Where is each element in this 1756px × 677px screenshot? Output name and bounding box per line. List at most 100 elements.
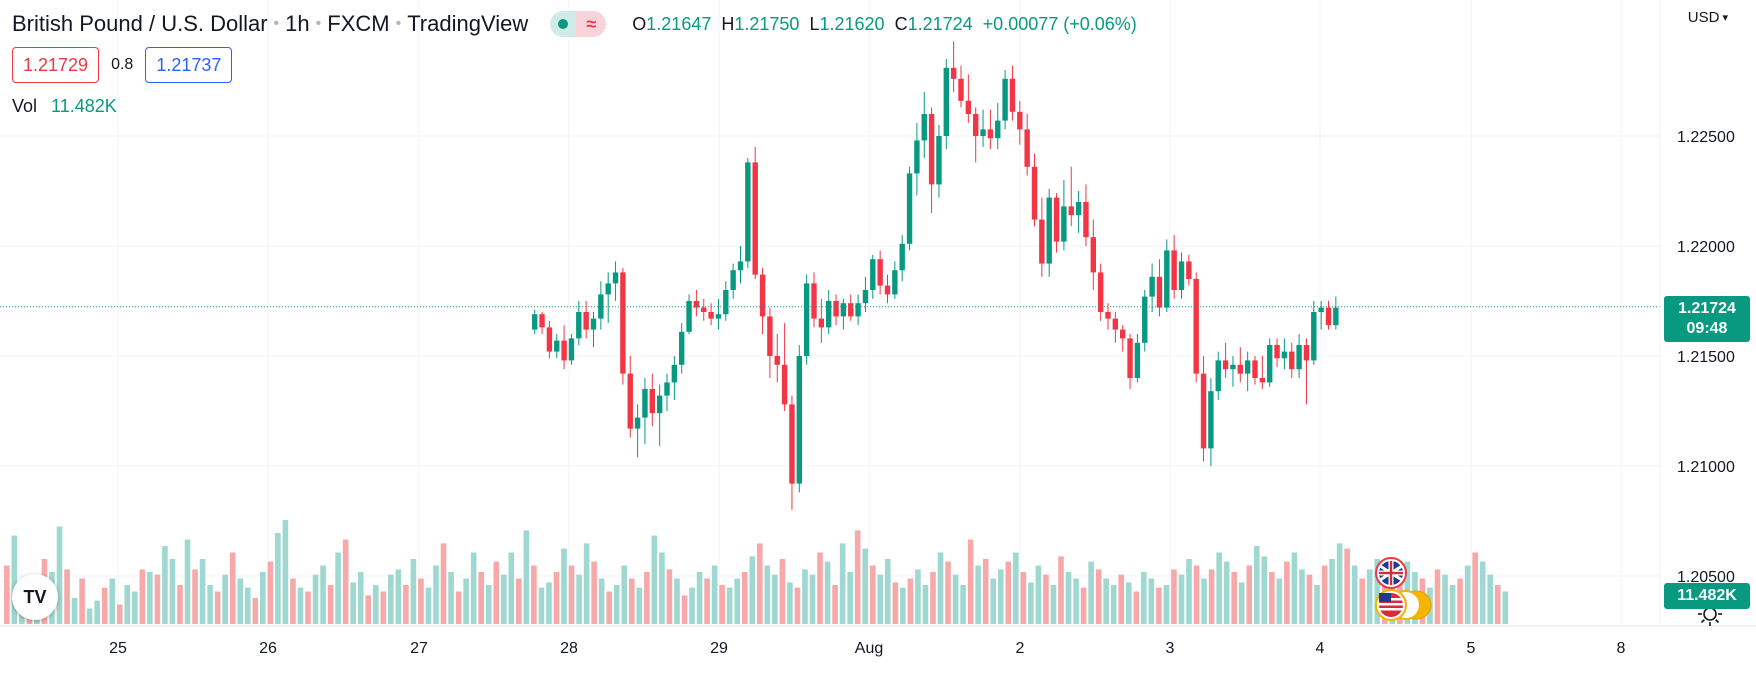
volume-bar <box>1449 585 1456 624</box>
volume-bar <box>4 565 10 624</box>
volume-bar <box>659 552 665 624</box>
volume-legend[interactable]: Vol 11.482K <box>12 96 117 117</box>
volume-bar <box>1065 572 1072 624</box>
symbol-name[interactable]: British Pound / U.S. Dollar <box>12 11 268 36</box>
volume-bar <box>1043 574 1049 624</box>
candle <box>532 309 538 334</box>
volume-bar <box>1442 574 1448 624</box>
candle <box>1215 351 1221 400</box>
volume-bar <box>1464 565 1471 624</box>
interval-label[interactable]: 1h <box>285 11 310 36</box>
price-tick-label: 1.20500 <box>1677 569 1735 586</box>
volume-bar <box>1073 578 1079 624</box>
candle <box>1127 334 1133 389</box>
low-value: 1.21620 <box>819 13 885 34</box>
volume-bar <box>132 591 138 624</box>
price-tick-label: 1.21500 <box>1677 349 1735 366</box>
volume-bar <box>312 574 319 624</box>
volume-bar <box>1156 587 1162 624</box>
tradingview-logo-icon[interactable]: TV <box>12 574 58 620</box>
market-open-icon <box>550 11 577 37</box>
time-tick-label: 3 <box>1166 640 1175 657</box>
close-value: 1.21724 <box>907 13 973 34</box>
volume-bar <box>824 561 831 624</box>
volume-bars <box>4 520 1509 624</box>
volume-bar <box>94 600 100 624</box>
candle <box>1318 301 1324 330</box>
candle <box>958 65 964 108</box>
volume-bar <box>809 574 816 624</box>
candle <box>1333 296 1339 330</box>
candle <box>921 92 927 158</box>
candle <box>1171 235 1177 299</box>
volume-bar <box>598 578 605 624</box>
volume-bar <box>854 530 861 624</box>
volume-bar <box>455 591 462 624</box>
volume-bar <box>1502 591 1509 624</box>
volume-bar <box>531 565 537 624</box>
last-price-badge: 1.21724 09:48 <box>1664 296 1750 342</box>
candle <box>1075 191 1082 233</box>
volume-bar <box>772 574 778 624</box>
time-tick-label: 26 <box>259 640 277 657</box>
candle <box>1222 342 1229 378</box>
currency-dropdown[interactable]: USD ▾ <box>1688 9 1728 26</box>
time-tick-label: 4 <box>1316 640 1325 657</box>
buy-button[interactable]: 1.21737 <box>145 47 233 83</box>
volume-bar <box>448 572 454 624</box>
volume-bar <box>990 578 997 624</box>
volume-bar <box>463 578 469 624</box>
volume-bar <box>297 587 304 624</box>
candle <box>1281 338 1288 370</box>
open-value: 1.21647 <box>646 13 712 34</box>
volume-bar <box>493 561 500 624</box>
sell-button[interactable]: 1.21729 <box>12 47 100 83</box>
volume-bar <box>1208 569 1215 624</box>
volume-bar <box>305 591 311 624</box>
volume-bar <box>945 561 951 624</box>
candle <box>965 74 972 123</box>
currency-label: USD <box>1687 9 1720 26</box>
volume-bar <box>568 565 575 624</box>
volume-bar <box>1472 552 1478 624</box>
volume-bar <box>1479 561 1486 624</box>
volume-bar <box>282 520 289 624</box>
candle <box>1237 347 1243 383</box>
volume-bar <box>229 552 236 624</box>
volume-bar <box>1253 546 1260 624</box>
time-tick-label: 5 <box>1467 640 1476 657</box>
volume-bar <box>1163 585 1170 624</box>
volume-bar <box>1246 565 1253 624</box>
market-status-pill[interactable]: ≈ <box>550 11 607 37</box>
volume-bar <box>199 559 206 624</box>
candle <box>612 261 619 301</box>
volume-bar <box>817 552 823 624</box>
candle <box>1009 65 1016 121</box>
volume-bar <box>1457 578 1463 624</box>
candle <box>693 290 700 317</box>
volume-bar <box>418 578 424 624</box>
candle <box>1289 342 1295 378</box>
volume-bar <box>907 578 914 624</box>
volume-bar <box>64 569 70 624</box>
volume-bar <box>915 569 921 624</box>
candle <box>818 298 825 343</box>
candle <box>598 281 604 330</box>
gb-flag-icon <box>1375 557 1407 589</box>
candle <box>568 334 575 365</box>
candle <box>1178 252 1185 299</box>
candle <box>1267 338 1273 387</box>
volume-bar <box>538 587 545 624</box>
volume-bar <box>1487 574 1494 624</box>
candle <box>730 263 736 299</box>
time-tick-label: 27 <box>410 640 428 657</box>
volume-bar <box>1351 565 1358 624</box>
volume-bar <box>169 559 176 624</box>
volume-bar <box>1366 569 1373 624</box>
delayed-data-icon: ≈ <box>576 11 607 37</box>
candle <box>803 274 810 365</box>
volume-bar <box>719 585 725 624</box>
volume-bar <box>425 587 432 624</box>
